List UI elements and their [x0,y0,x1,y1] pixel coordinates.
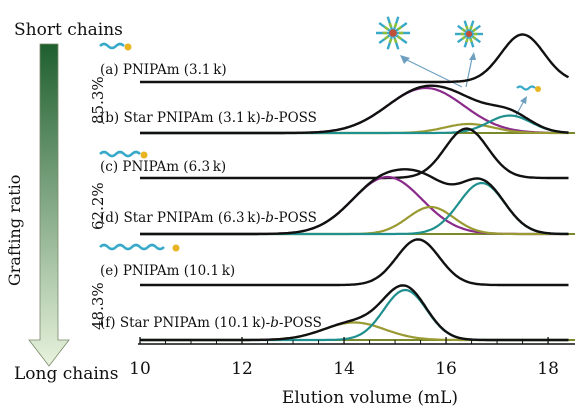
trace-label-e: (e) PNIPAm (10.1 k) [100,263,235,279]
trace-c-total [140,127,569,180]
chain-icon-c [99,150,148,159]
star-polymer-icon-large [376,16,410,50]
trace-labels: (a) PNIPAm (3.1 k) (b) Star PNIPAm (3.1 k… [100,62,322,331]
trace-label-a: (a) PNIPAm (3.1 k) [100,62,227,78]
x-tick-label-12: 12 [231,359,253,379]
ratio-label-1: 85.3% [89,76,107,124]
chain-icon-a [99,42,132,51]
arrow-heads [400,52,527,104]
chromatogram-traces [140,33,575,342]
trace-f-total [140,284,569,342]
grafting-ratio-arrow [28,43,70,367]
chain-icon-b-detached [516,85,541,92]
short-chains-label: Short chains [14,20,123,40]
trace-label-c: (c) PNIPAm (6.3 k) [100,159,226,175]
x-tick-label-16: 16 [435,359,457,379]
ratio-label-2: 62.2% [89,182,107,230]
ratio-label-3: 48.3% [89,282,107,330]
x-axis-title: Elution volume (mL) [282,388,458,408]
trace-d-peak-3 [140,181,569,236]
trace-label-d: (d) Star PNIPAm (6.3 k)-b-POSS [100,210,317,226]
x-tick-label-10: 10 [129,359,151,379]
x-axis: 10 12 14 16 18 [129,337,575,379]
trace-e-total [140,238,569,287]
trace-label-f: (f) Star PNIPAm (10.1 k)-b-POSS [100,315,322,331]
grafting-ratio-arrow-shape [28,43,70,367]
trace-d-total [140,168,569,236]
x-tick-label-14: 14 [333,359,355,379]
long-chains-label: Long chains [14,364,118,384]
grafting-ratio-label: Grafting ratio [5,175,24,286]
star-polymer-icon-small [455,20,483,48]
trace-label-b: (b) Star PNIPAm (3.1 k)-b-POSS [100,110,317,126]
x-tick-label-18: 18 [537,359,559,379]
trace-a-total [140,33,570,84]
chain-icon-e [99,243,180,252]
trace-b-total [140,84,569,135]
